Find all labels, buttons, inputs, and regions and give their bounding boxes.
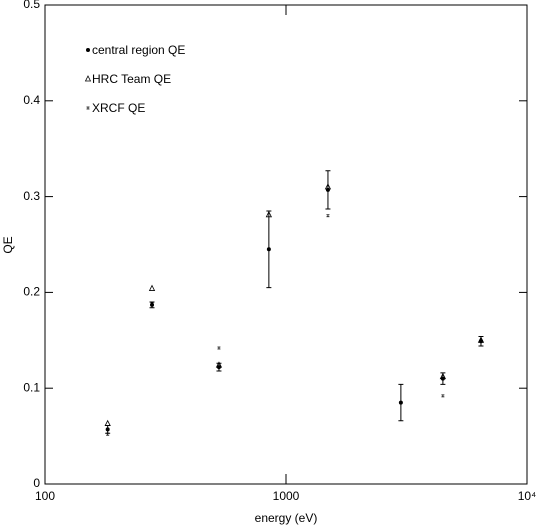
x-tick-label: 100 — [35, 489, 55, 503]
point — [150, 302, 154, 306]
point — [148, 284, 156, 291]
x-tick-label: 1000 — [273, 489, 300, 503]
point — [104, 419, 111, 427]
y-tick-label: 0.3 — [23, 189, 40, 203]
y-tick-label: 0 — [33, 476, 40, 490]
point — [439, 372, 447, 380]
x-axis-label: energy (eV) — [255, 511, 318, 525]
point — [265, 210, 273, 218]
point — [266, 247, 271, 252]
y-tick-label: 0.5 — [23, 0, 40, 11]
legend-marker — [86, 106, 90, 110]
legend-label: XRCF QE — [92, 101, 145, 115]
legend-label: central region QE — [92, 43, 185, 57]
point — [324, 183, 332, 190]
y-tick-label: 0.1 — [23, 380, 40, 394]
legend-marker — [86, 48, 90, 52]
point — [398, 400, 403, 405]
point — [215, 361, 223, 368]
point — [217, 346, 221, 350]
legend-label: HRC Team QE — [92, 72, 171, 86]
y-tick-label: 0.2 — [23, 285, 40, 299]
y-tick-label: 0.4 — [23, 93, 40, 107]
point — [106, 432, 110, 436]
legend-marker — [84, 75, 92, 82]
point — [326, 214, 330, 218]
x-tick-label: 10⁴ — [518, 489, 537, 503]
y-axis-label: QE — [1, 236, 15, 253]
point — [477, 336, 485, 343]
point — [325, 187, 330, 192]
point — [441, 394, 445, 398]
point — [105, 427, 110, 432]
